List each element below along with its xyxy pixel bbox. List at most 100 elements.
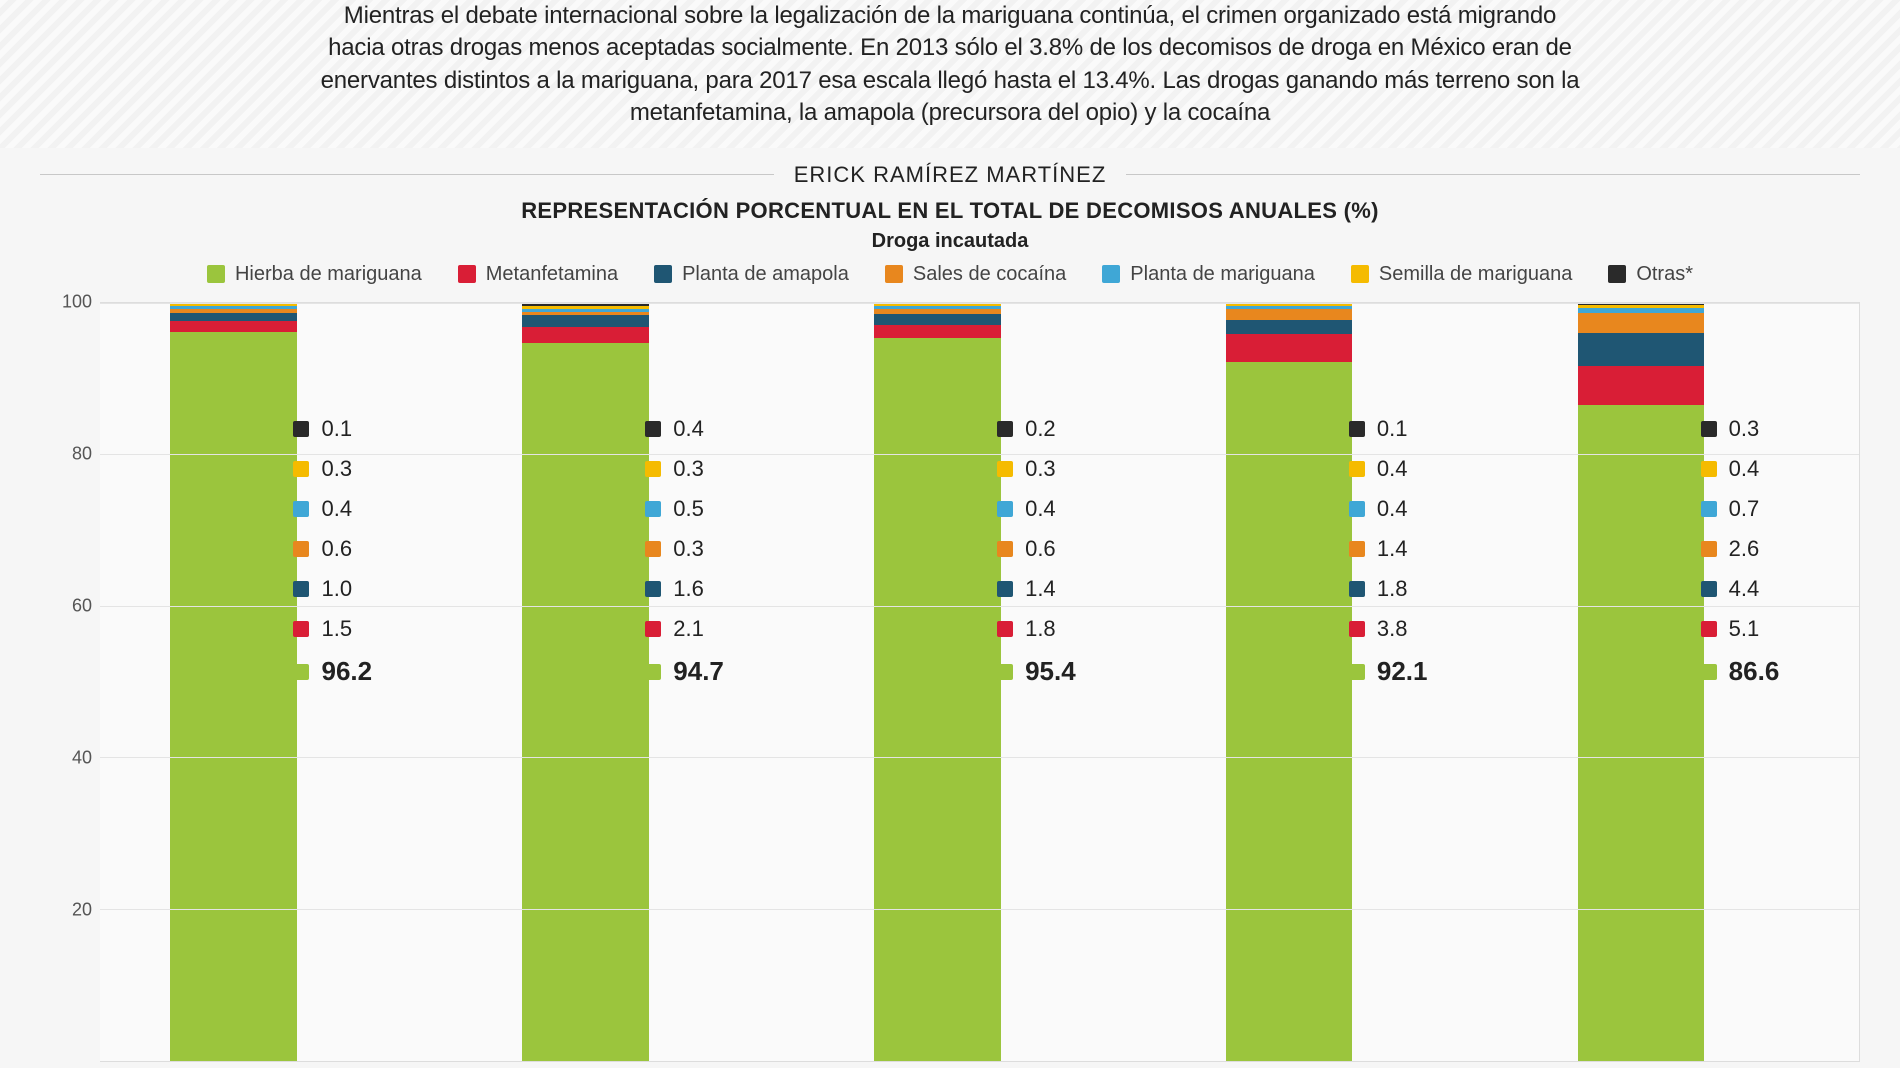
value-row: 96.2 (293, 656, 372, 687)
value-row: 3.8 (1349, 616, 1428, 642)
value-number: 94.7 (673, 656, 724, 687)
value-number: 1.5 (321, 616, 352, 642)
value-number: 0.7 (1729, 496, 1760, 522)
bar-segment-meta (1578, 366, 1705, 405)
value-swatch (293, 501, 309, 517)
value-swatch (1701, 581, 1717, 597)
bar-segment-hierba (170, 332, 297, 1061)
value-row: 5.1 (1701, 616, 1780, 642)
legend-item: Otras* (1608, 263, 1693, 286)
value-row: 1.8 (1349, 576, 1428, 602)
value-swatch (645, 581, 661, 597)
bar-segment-cocaina (1578, 313, 1705, 333)
value-row: 92.1 (1349, 656, 1428, 687)
bar-segment-amapola (1578, 333, 1705, 366)
gridline (100, 454, 1859, 455)
value-row: 2.1 (645, 616, 724, 642)
value-number: 0.5 (673, 496, 704, 522)
bar-segment-meta (522, 327, 649, 343)
value-number: 0.4 (673, 416, 704, 442)
legend-swatch (1351, 265, 1369, 283)
value-row: 4.4 (1701, 576, 1780, 602)
legend-swatch (1608, 265, 1626, 283)
value-number: 0.1 (321, 416, 352, 442)
intro-paragraph: Mientras el debate internacional sobre l… (320, 0, 1580, 130)
value-swatch (1349, 461, 1365, 477)
legend-item: Planta de mariguana (1102, 263, 1315, 286)
legend-swatch (1102, 265, 1120, 283)
value-swatch (293, 421, 309, 437)
value-swatch (645, 541, 661, 557)
author-byline: ERICK RAMÍREZ MARTÍNEZ (794, 162, 1107, 188)
divider-line (1126, 174, 1860, 175)
value-swatch (645, 664, 661, 680)
value-number: 3.8 (1377, 616, 1408, 642)
value-number: 0.1 (1377, 416, 1408, 442)
y-axis-tick: 80 (42, 443, 92, 464)
bar-segment-meta (1226, 334, 1353, 363)
value-swatch (293, 621, 309, 637)
value-row: 1.4 (1349, 536, 1428, 562)
legend-item: Sales de cocaína (885, 263, 1066, 286)
stacked-bar (874, 303, 1001, 1061)
chart-area: 10080604020 0.10.30.40.61.01.596.20.40.3… (40, 302, 1860, 1062)
value-number: 4.4 (1729, 576, 1760, 602)
value-number: 0.2 (1025, 416, 1056, 442)
chart-column: 0.10.30.40.61.01.596.2 (100, 303, 452, 1061)
legend-label: Otras* (1636, 263, 1693, 286)
value-swatch (645, 621, 661, 637)
value-number: 1.8 (1025, 616, 1056, 642)
value-number: 5.1 (1729, 616, 1760, 642)
y-axis-tick: 100 (42, 291, 92, 312)
value-row: 0.3 (645, 536, 724, 562)
value-number: 1.4 (1377, 536, 1408, 562)
value-row: 0.1 (293, 416, 372, 442)
value-row: 0.4 (997, 496, 1076, 522)
column-value-list: 0.10.30.40.61.01.596.2 (293, 416, 372, 687)
value-swatch (997, 541, 1013, 557)
byline-divider: ERICK RAMÍREZ MARTÍNEZ (40, 162, 1860, 188)
value-swatch (1349, 621, 1365, 637)
value-row: 2.6 (1701, 536, 1780, 562)
value-swatch (645, 421, 661, 437)
value-number: 0.3 (1729, 416, 1760, 442)
value-row: 86.6 (1701, 656, 1780, 687)
value-swatch (1349, 421, 1365, 437)
value-swatch (1701, 501, 1717, 517)
value-swatch (1701, 621, 1717, 637)
value-number: 0.6 (1025, 536, 1056, 562)
value-number: 0.4 (1377, 456, 1408, 482)
bar-segment-meta (170, 321, 297, 332)
value-row: 0.4 (1349, 456, 1428, 482)
value-swatch (645, 461, 661, 477)
value-row: 0.1 (1349, 416, 1428, 442)
value-number: 92.1 (1377, 656, 1428, 687)
gridline (100, 606, 1859, 607)
legend-label: Planta de amapola (682, 263, 849, 286)
bar-segment-hierba (874, 338, 1001, 1060)
value-number: 0.3 (321, 456, 352, 482)
y-axis-tick: 40 (42, 747, 92, 768)
value-row: 0.3 (997, 456, 1076, 482)
stacked-bar (170, 303, 297, 1061)
value-row: 0.6 (293, 536, 372, 562)
value-row: 0.4 (645, 416, 724, 442)
value-swatch (1349, 501, 1365, 517)
value-number: 95.4 (1025, 656, 1076, 687)
value-number: 0.3 (673, 536, 704, 562)
value-swatch (997, 621, 1013, 637)
value-number: 86.6 (1729, 656, 1780, 687)
value-row: 0.3 (293, 456, 372, 482)
column-value-list: 0.30.40.72.64.45.186.6 (1701, 416, 1780, 687)
value-row: 95.4 (997, 656, 1076, 687)
bar-segment-hierba (1226, 362, 1353, 1060)
value-row: 0.4 (293, 496, 372, 522)
value-swatch (293, 541, 309, 557)
legend-label: Sales de cocaína (913, 263, 1066, 286)
bar-segment-amapola (874, 314, 1001, 325)
value-swatch (645, 501, 661, 517)
value-swatch (1349, 581, 1365, 597)
legend-label: Hierba de mariguana (235, 263, 422, 286)
column-value-list: 0.10.40.41.41.83.892.1 (1349, 416, 1428, 687)
chart-column: 0.40.30.50.31.62.194.7 (452, 303, 804, 1061)
